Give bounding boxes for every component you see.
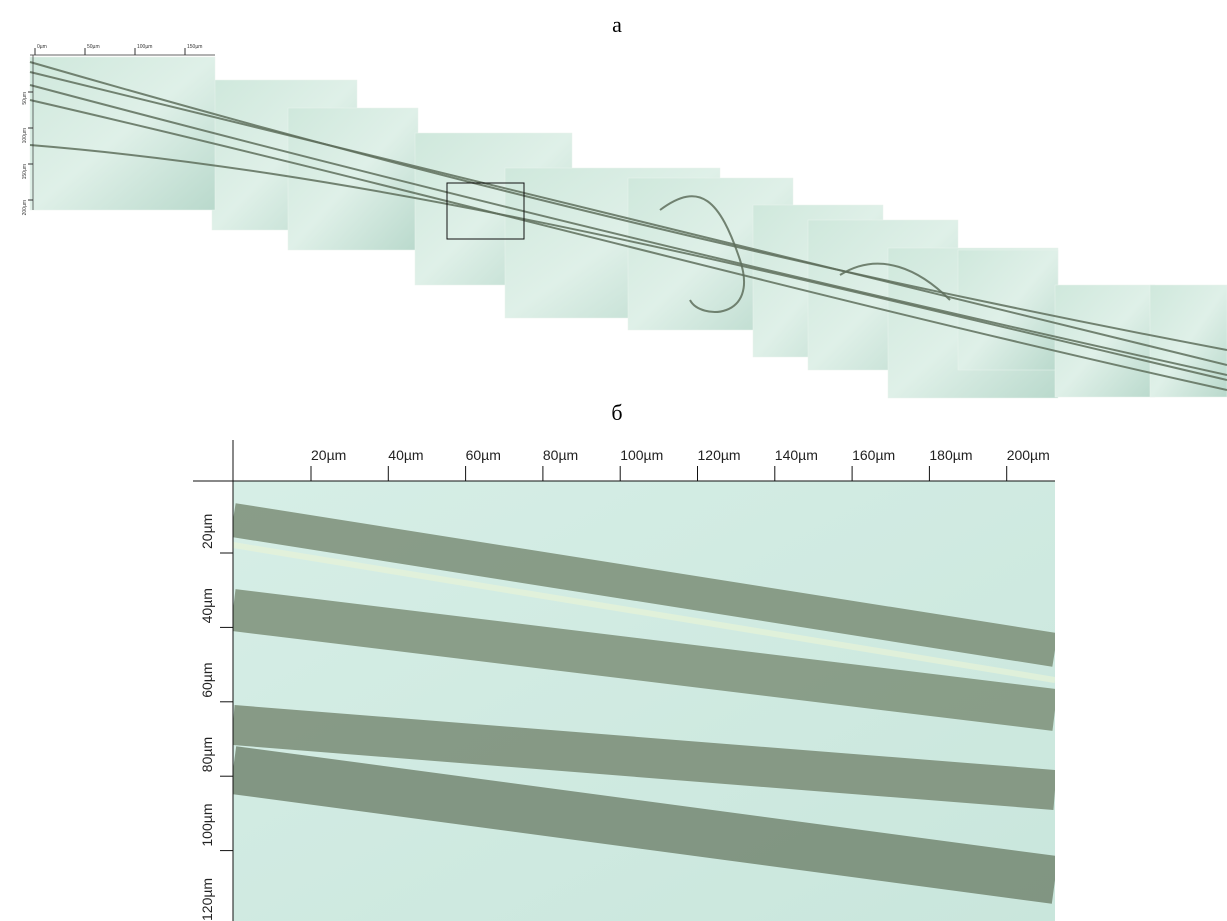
- scale-axes: [193, 440, 1055, 921]
- fiber: [29, 84, 1227, 376]
- mosaic-image: [29, 56, 1227, 399]
- fiber: [659, 195, 746, 313]
- fiber: [839, 262, 951, 301]
- scale-label: 100µm: [620, 447, 663, 463]
- scale-label: 80µm: [543, 447, 578, 463]
- scale-label: 150µm: [22, 164, 28, 179]
- scale-label: 150µm: [187, 44, 202, 50]
- scale-label: 140µm: [775, 447, 818, 463]
- fiber: [29, 144, 1227, 381]
- zoom-box: [446, 182, 525, 240]
- scale-label: 120µm: [199, 878, 215, 921]
- scale-label: 200µm: [1007, 447, 1050, 463]
- scale-label: 200µm: [22, 200, 28, 215]
- scale-label: 20µm: [199, 514, 215, 549]
- scale-label: 100µm: [137, 44, 152, 50]
- scale-label: 120µm: [698, 447, 741, 463]
- panel-label: б: [611, 400, 622, 425]
- scale-label: 60µm: [466, 447, 501, 463]
- fiber: [29, 99, 1227, 391]
- scale-label: 40µm: [199, 588, 215, 623]
- image-tile: [957, 249, 1059, 371]
- scale-label: 0µm: [37, 44, 47, 50]
- scale-label: 160µm: [852, 447, 895, 463]
- scale-label: 100µm: [199, 804, 215, 847]
- image-tile: [29, 56, 216, 211]
- image-tile: [1149, 284, 1227, 398]
- scale-label: 100µm: [22, 128, 28, 143]
- panel-label: а: [612, 12, 622, 37]
- scale-label: 60µm: [199, 662, 215, 697]
- scale-label: 50µm: [87, 44, 100, 50]
- image-tile: [1054, 284, 1156, 398]
- scale-label: 180µm: [929, 447, 972, 463]
- scale-label: 50µm: [22, 92, 28, 105]
- scale-label: 40µm: [388, 447, 423, 463]
- scale-label: 20µm: [311, 447, 346, 463]
- fiber: [29, 61, 1227, 351]
- micrograph: [233, 481, 1055, 921]
- scale-label: 80µm: [199, 737, 215, 772]
